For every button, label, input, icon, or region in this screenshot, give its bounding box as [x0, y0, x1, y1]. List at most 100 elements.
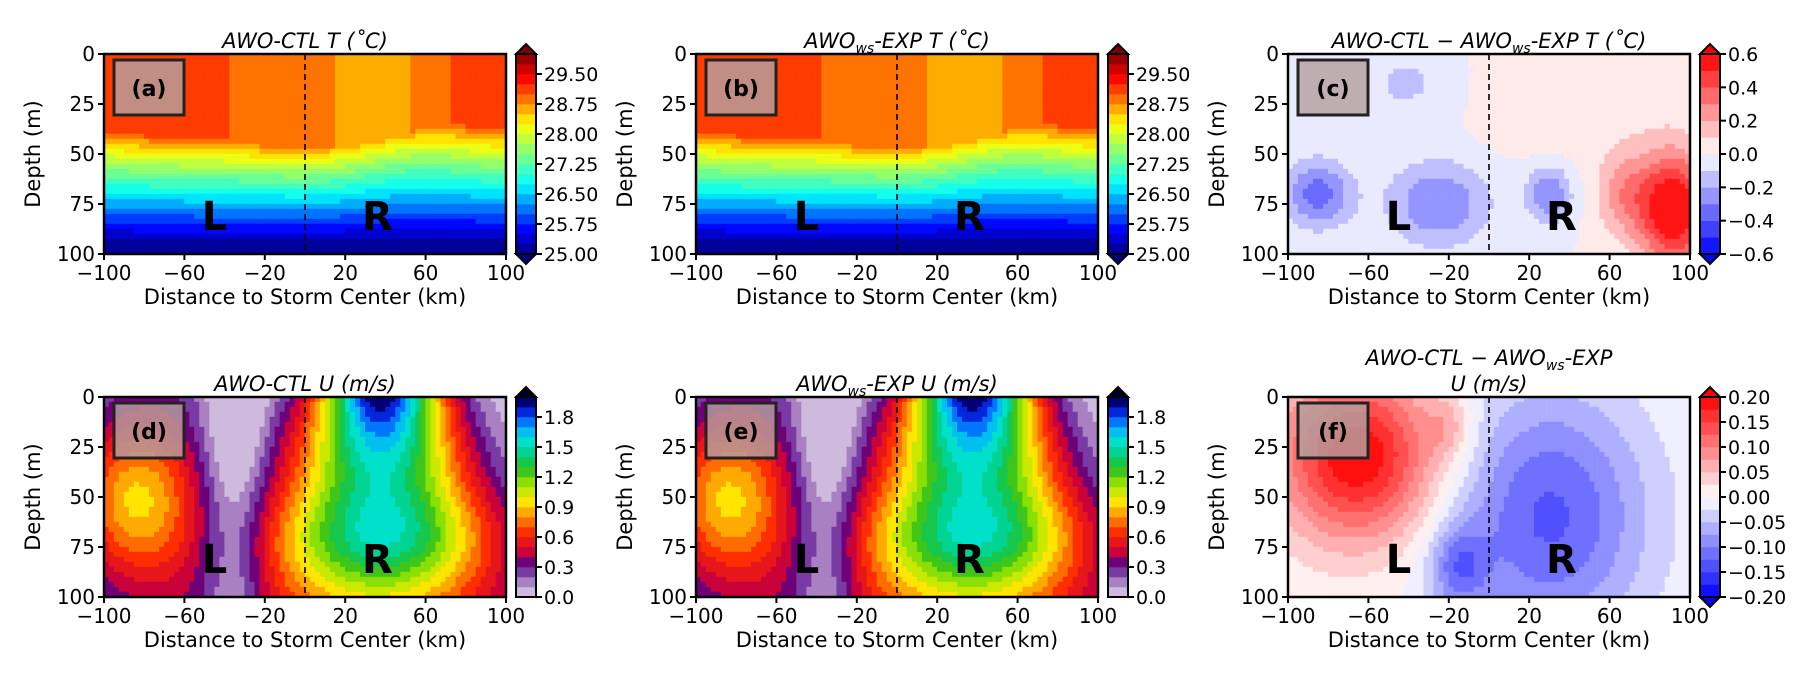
contour-cell — [410, 178, 416, 185]
contour-cell — [400, 208, 406, 215]
contour-cell — [138, 188, 145, 195]
contour-cell — [279, 153, 286, 160]
contour-cell — [209, 178, 215, 185]
contour-cell — [696, 128, 702, 135]
contour-cell — [761, 213, 767, 220]
contour-cell — [781, 73, 787, 80]
contour-cell — [229, 148, 236, 155]
contour-cell — [495, 108, 502, 115]
contour-cell — [204, 223, 210, 230]
colorbar-band — [516, 73, 536, 85]
contour-cell — [826, 83, 833, 90]
contour-cell — [259, 208, 266, 215]
contour-cell — [710, 218, 717, 225]
contour-cell — [871, 73, 878, 80]
contour-cell — [465, 63, 472, 70]
contour-cell — [234, 228, 241, 235]
contour-cell — [730, 138, 737, 145]
contour-cell — [214, 108, 220, 115]
contour-cell — [881, 183, 888, 190]
contour-cell — [696, 248, 702, 254]
contour-cell — [851, 138, 858, 145]
contour-cell — [194, 248, 200, 254]
contour-cell — [756, 188, 762, 195]
contour-cell — [204, 108, 210, 115]
contour-cell — [495, 158, 502, 165]
contour-cell — [741, 113, 747, 120]
contour-cell — [224, 63, 231, 70]
contour-cell — [375, 148, 381, 155]
contour-cell — [475, 93, 482, 100]
contour-cell — [234, 178, 241, 185]
contour-cell — [104, 183, 110, 190]
contour-cell — [319, 153, 326, 160]
contour-cell — [485, 54, 492, 60]
contour-cell — [861, 173, 868, 180]
contour-cell — [796, 223, 802, 230]
contour-cell — [304, 218, 311, 225]
contour-cell — [891, 213, 898, 220]
contour-cell — [254, 88, 261, 95]
contour-cell — [881, 68, 888, 75]
contour-cell — [309, 103, 316, 110]
contour-cell — [375, 183, 381, 190]
contour-cell — [104, 123, 110, 130]
contour-cell — [159, 178, 165, 185]
contour-cell — [700, 128, 707, 135]
contour-cell — [470, 128, 477, 135]
contour-cell — [174, 218, 180, 225]
contour-cell — [781, 88, 787, 95]
contour-cell — [836, 108, 843, 115]
contour-cell — [309, 188, 316, 195]
contour-cell — [806, 98, 812, 105]
contour-cell — [831, 163, 838, 170]
contour-cell — [826, 193, 833, 200]
contour-cell — [876, 143, 883, 150]
contour-cell — [861, 213, 868, 220]
contour-cell — [871, 143, 878, 150]
contour-cell — [365, 223, 371, 230]
contour-cell — [766, 233, 772, 240]
contour-cell — [896, 158, 903, 165]
contour-cell — [886, 163, 893, 170]
contour-cell — [154, 238, 160, 245]
contour-cell — [891, 123, 898, 130]
contour-cell — [289, 54, 296, 60]
contour-cell — [876, 138, 883, 145]
contour-cell — [415, 218, 421, 225]
contour-cell — [445, 168, 452, 175]
contour-cell — [776, 103, 782, 110]
contour-cell — [164, 168, 170, 175]
contour-cell — [284, 148, 291, 155]
contour-cell — [861, 63, 868, 70]
contour-cell — [856, 173, 863, 180]
contour-cell — [791, 248, 797, 254]
contour-cell — [746, 113, 752, 120]
contour-cell — [128, 223, 135, 230]
contour-cell — [891, 198, 898, 205]
contour-cell — [841, 213, 848, 220]
contour-cell — [490, 88, 497, 95]
contour-cell — [816, 178, 823, 185]
contour-cell — [108, 58, 115, 65]
contour-cell — [906, 63, 913, 70]
contour-cell — [430, 93, 437, 100]
contour-cell — [796, 153, 802, 160]
contour-cell — [725, 208, 732, 215]
contour-cell — [425, 58, 432, 65]
contour-cell — [355, 193, 361, 200]
contour-cell — [339, 113, 346, 120]
contour-cell — [450, 113, 457, 120]
contour-cell — [339, 128, 346, 135]
contour-cell — [420, 158, 426, 165]
contour-cell — [269, 218, 276, 225]
colorbar-frame — [515, 53, 537, 255]
contour-cell — [831, 68, 838, 75]
contour-cell — [791, 108, 797, 115]
contour-cell — [350, 158, 356, 165]
contour-cell — [710, 243, 717, 250]
contour-cell — [229, 223, 236, 230]
contour-cell — [244, 93, 251, 100]
contour-cell — [224, 133, 231, 140]
contour-cell — [159, 198, 165, 205]
